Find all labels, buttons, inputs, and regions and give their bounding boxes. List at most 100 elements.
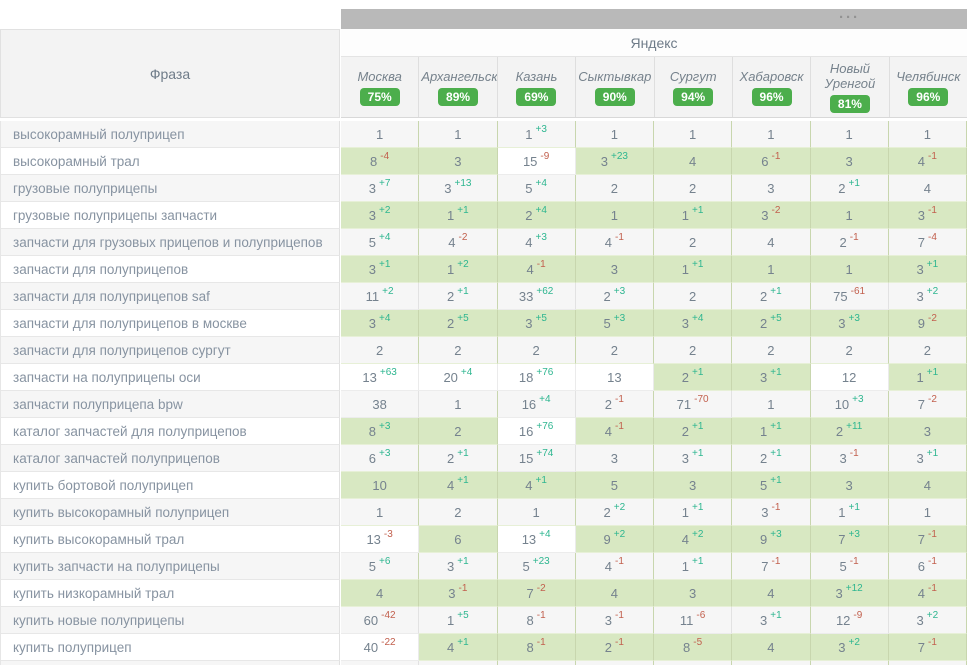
position-cell[interactable] [888, 661, 967, 665]
position-cell[interactable]: 3 [810, 472, 889, 499]
position-cell[interactable]: 3 +1 [888, 256, 967, 283]
position-cell[interactable]: 60 -42 [341, 607, 420, 634]
position-cell[interactable]: 3 +1 [888, 445, 967, 472]
position-cell[interactable]: 2 -1 [575, 634, 654, 661]
position-cell[interactable]: 4 +1 [419, 634, 498, 661]
position-cell[interactable]: 3 -1 [575, 607, 654, 634]
position-cell[interactable]: 6 [419, 526, 498, 553]
position-cell[interactable]: 8 -1 [497, 634, 576, 661]
phrase-cell[interactable]: купить высокорамный полуприцеп [0, 499, 340, 526]
columns-scrollbar[interactable]: ··· [341, 9, 967, 29]
position-cell[interactable]: 1 +1 [654, 499, 733, 526]
position-cell[interactable]: 6 -1 [732, 148, 811, 175]
position-cell[interactable]: 1 +1 [654, 553, 733, 580]
position-cell[interactable]: 13 +63 [341, 364, 420, 391]
position-cell[interactable]: 1 [575, 202, 654, 229]
position-cell[interactable]: 13 -3 [341, 526, 420, 553]
position-cell[interactable]: 38 [341, 391, 420, 418]
phrase-cell[interactable]: запчасти на полуприцепы оси [0, 364, 340, 391]
position-cell[interactable]: 4 -1 [888, 148, 967, 175]
position-cell[interactable]: 2 +1 [654, 418, 733, 445]
phrase-cell[interactable]: запчасти для грузовых прицепов и полупри… [0, 229, 340, 256]
position-cell[interactable]: 2 +11 [810, 418, 889, 445]
position-cell[interactable]: 2 [654, 175, 733, 202]
position-cell[interactable]: 2 +1 [810, 175, 889, 202]
position-cell[interactable]: 1 +1 [419, 202, 498, 229]
position-cell[interactable]: 15 +74 [497, 445, 576, 472]
phrase-cell[interactable]: каталог запчастей полуприцепов [0, 445, 340, 472]
position-cell[interactable]: 3 [575, 256, 654, 283]
position-cell[interactable]: 1 [732, 121, 811, 148]
position-cell[interactable]: 4 -1 [575, 553, 654, 580]
phrase-cell[interactable]: запчасти полуприцепа bpw [0, 391, 340, 418]
position-cell[interactable]: 3 [654, 472, 733, 499]
position-cell[interactable]: 1 [654, 121, 733, 148]
phrase-cell[interactable]: купить бортовой полуприцеп [0, 472, 340, 499]
city-column-header[interactable]: Сургут 94% [655, 57, 733, 117]
phrase-cell[interactable]: каталог запчастей для полуприцепов [0, 418, 340, 445]
position-cell[interactable]: 3 +1 [341, 256, 420, 283]
position-cell[interactable]: 3 +4 [341, 310, 420, 337]
position-cell[interactable]: 3 [419, 148, 498, 175]
position-cell[interactable]: 3 -2 [732, 202, 811, 229]
position-cell[interactable]: 4 -1 [575, 229, 654, 256]
position-cell[interactable]: 1 [341, 499, 420, 526]
position-cell[interactable]: 3 [810, 148, 889, 175]
position-cell[interactable]: 2 [419, 337, 498, 364]
position-cell[interactable]: 3 +23 [575, 148, 654, 175]
position-cell[interactable]: 3 +2 [810, 634, 889, 661]
position-cell[interactable]: 2 +1 [654, 364, 733, 391]
position-cell[interactable]: 2 [575, 175, 654, 202]
position-cell[interactable]: 1 +1 [654, 256, 733, 283]
position-cell[interactable]: 2 [575, 337, 654, 364]
position-cell[interactable]: 1 +1 [732, 418, 811, 445]
position-cell[interactable]: 2 [888, 337, 967, 364]
position-cell[interactable]: 12 -9 [810, 607, 889, 634]
position-cell[interactable]: 2 +3 [575, 283, 654, 310]
position-cell[interactable]: 1 [497, 499, 576, 526]
position-cell[interactable]: 4 [888, 472, 967, 499]
phrase-cell[interactable]: запчасти для полуприцепов в москве [0, 310, 340, 337]
position-cell[interactable]: 3 +1 [732, 364, 811, 391]
position-cell[interactable]: 8 +3 [341, 418, 420, 445]
position-cell[interactable]: 2 [654, 283, 733, 310]
position-cell[interactable]: 3 +2 [888, 607, 967, 634]
position-cell[interactable]: 2 +1 [732, 445, 811, 472]
position-cell[interactable]: 3 [575, 445, 654, 472]
position-cell[interactable]: 4 [732, 229, 811, 256]
position-cell[interactable]: 12 [810, 364, 889, 391]
position-cell[interactable]: 4 +2 [654, 526, 733, 553]
city-column-header[interactable]: Казань 69% [498, 57, 577, 117]
position-cell[interactable]: 13 [575, 364, 654, 391]
position-cell[interactable]: 1 [732, 391, 811, 418]
position-cell[interactable]: 3 +1 [419, 553, 498, 580]
position-cell[interactable]: 2 [497, 337, 576, 364]
position-cell[interactable]: 2 +5 [419, 310, 498, 337]
position-cell[interactable]: 20 +4 [419, 364, 498, 391]
position-cell[interactable]: 7 -2 [497, 580, 576, 607]
phrase-cell[interactable]: запчасти для полуприцепов [0, 256, 340, 283]
position-cell[interactable]: 2 [654, 229, 733, 256]
position-cell[interactable]: 2 +1 [419, 445, 498, 472]
position-cell[interactable]: 9 +2 [575, 526, 654, 553]
position-cell[interactable]: 4 [732, 580, 811, 607]
position-cell[interactable]: 5 +23 [497, 553, 576, 580]
position-cell[interactable]: 3 -1 [888, 202, 967, 229]
phrase-column-header[interactable]: Фраза [0, 29, 340, 118]
position-cell[interactable]: 2 [341, 337, 420, 364]
position-cell[interactable]: 7 -1 [888, 526, 967, 553]
position-cell[interactable]: 8 -4 [341, 148, 420, 175]
position-cell[interactable] [575, 661, 654, 665]
position-cell[interactable]: 3 +2 [341, 202, 420, 229]
position-cell[interactable]: 1 +2 [419, 256, 498, 283]
position-cell[interactable]: 4 +1 [497, 472, 576, 499]
position-cell[interactable]: 1 [810, 121, 889, 148]
position-cell[interactable]: 10 +3 [810, 391, 889, 418]
city-column-header[interactable]: Москва 75% [341, 57, 420, 117]
position-cell[interactable]: 3 +12 [810, 580, 889, 607]
position-cell[interactable]: 2 +1 [419, 283, 498, 310]
position-cell[interactable]: 1 [575, 121, 654, 148]
position-cell[interactable]: 1 [419, 391, 498, 418]
position-cell[interactable]: 3 +1 [654, 445, 733, 472]
position-cell[interactable]: 6 -1 [888, 553, 967, 580]
